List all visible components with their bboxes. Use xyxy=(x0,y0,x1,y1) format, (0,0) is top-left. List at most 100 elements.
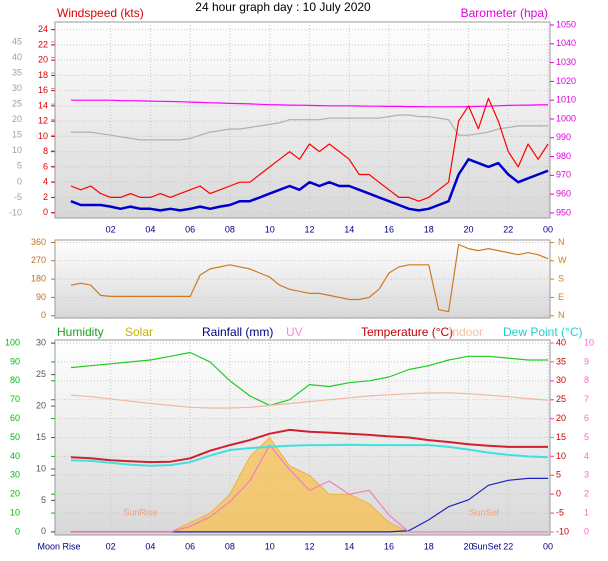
y2-tick-label: 40 xyxy=(556,337,566,347)
legend-entry: Humidity xyxy=(57,325,104,339)
y3-tick-label: 40 xyxy=(12,52,22,62)
series-line xyxy=(70,243,549,313)
y-tick-label: 80 xyxy=(10,375,20,385)
x-tick-label: 00 xyxy=(543,224,553,234)
y4-tick-label: 3 xyxy=(584,470,589,480)
x-tick-label: 08 xyxy=(225,224,235,234)
x-tick-label: 16 xyxy=(384,224,394,234)
y2-tick-label: 25 xyxy=(556,394,566,404)
y-tick-label: 16 xyxy=(38,85,48,95)
y-tick-label: 14 xyxy=(38,100,48,110)
y2-tick-label: 35 xyxy=(556,356,566,366)
y2-tick-label: 10 xyxy=(556,451,566,461)
bottom-label: SunSet xyxy=(472,541,502,551)
x-tick-label: 06 xyxy=(185,224,195,234)
x-tick-label: 14 xyxy=(344,224,354,234)
y-tick-label: 30 xyxy=(10,470,20,480)
y3-tick-label: 5 xyxy=(17,161,22,171)
y2-tick-label: 950 xyxy=(556,207,571,217)
y-tick-label: 6 xyxy=(43,161,48,171)
y2-tick-label: -5 xyxy=(556,507,564,517)
y-tick-label: 24 xyxy=(38,24,48,34)
y2-axis-title: Barometer (hpa) xyxy=(461,6,548,20)
x-tick-label: 20 xyxy=(463,541,473,551)
y4-tick-label: 7 xyxy=(584,394,589,404)
y2-tick-label: W xyxy=(558,255,567,265)
y3-tick-label: 30 xyxy=(36,338,46,348)
x-tick-label: 12 xyxy=(304,224,314,234)
x-tick-label: 22 xyxy=(503,224,513,234)
y3-tick-label: 25 xyxy=(36,369,46,379)
y4-tick-label: 4 xyxy=(584,451,589,461)
y3-tick-label: 0 xyxy=(17,176,22,186)
y-axis-title: Windspeed (kts) xyxy=(57,6,144,20)
y-tick-label: 18 xyxy=(38,70,48,80)
x-tick-label: 10 xyxy=(265,541,275,551)
x-tick-label: 12 xyxy=(304,541,314,551)
y2-tick-label: 15 xyxy=(556,432,566,442)
y3-tick-label: 15 xyxy=(36,432,46,442)
series-line xyxy=(70,158,549,212)
x-tick-label: 02 xyxy=(106,541,116,551)
y2-tick-label: 20 xyxy=(556,413,566,423)
series-line xyxy=(70,443,549,467)
y4-tick-label: 0 xyxy=(584,526,589,536)
y3-tick-label: 30 xyxy=(12,83,22,93)
legend-entry: Dew Point (°C) xyxy=(503,325,582,339)
y-tick-label: 0 xyxy=(41,310,46,320)
legend-entry: UV xyxy=(286,325,303,339)
y2-tick-label: 1010 xyxy=(556,95,576,105)
y-tick-label: 180 xyxy=(31,273,46,283)
y-tick-label: 12 xyxy=(38,116,48,126)
y3-tick-label: 20 xyxy=(12,114,22,124)
y2-tick-label: 5 xyxy=(556,470,561,480)
y2-tick-label: -10 xyxy=(556,526,569,536)
y2-tick-label: S xyxy=(558,273,564,283)
y4-tick-label: 9 xyxy=(584,356,589,366)
y-tick-label: 8 xyxy=(43,146,48,156)
y4-tick-label: 6 xyxy=(584,413,589,423)
y2-tick-label: 1040 xyxy=(556,38,576,48)
x-tick-label: 04 xyxy=(145,541,155,551)
y-tick-label: 2 xyxy=(43,192,48,202)
y2-tick-label: 980 xyxy=(556,151,571,161)
y3-tick-label: 15 xyxy=(12,130,22,140)
y2-tick-label: 970 xyxy=(556,170,571,180)
legend-entry: Solar xyxy=(125,325,153,339)
x-tick-label: 06 xyxy=(185,541,195,551)
series-line xyxy=(70,351,548,406)
y-tick-label: 4 xyxy=(43,177,48,187)
plot-background xyxy=(54,239,551,319)
series-line xyxy=(70,428,548,464)
y2-tick-label: 1000 xyxy=(556,113,576,123)
y2-tick-label: N xyxy=(558,237,565,247)
y-tick-label: 90 xyxy=(10,356,20,366)
y3-tick-label: 45 xyxy=(12,36,22,46)
annotation: SunRise xyxy=(123,507,157,517)
y2-tick-label: 1020 xyxy=(556,76,576,86)
y-tick-label: 70 xyxy=(10,394,20,404)
y3-tick-label: 10 xyxy=(12,145,22,155)
x-tick-label: 18 xyxy=(424,224,434,234)
x-tick-label: 02 xyxy=(106,224,116,234)
y-tick-label: 20 xyxy=(38,55,48,65)
y-tick-label: 60 xyxy=(10,413,20,423)
y3-tick-label: -5 xyxy=(14,192,22,202)
legend-entry: Indoor xyxy=(449,325,483,339)
x-tick-label: 00 xyxy=(543,541,553,551)
y2-tick-label: 1050 xyxy=(556,19,576,29)
legend-entry: Temperature (°C) xyxy=(361,325,453,339)
y2-tick-label: N xyxy=(558,310,565,320)
y2-tick-label: 30 xyxy=(556,375,566,385)
y-tick-label: 90 xyxy=(36,292,46,302)
y3-tick-label: 0 xyxy=(41,526,46,536)
y-tick-label: 0 xyxy=(15,526,20,536)
annotation: SunSet xyxy=(470,507,500,517)
y3-tick-label: 25 xyxy=(12,99,22,109)
y-tick-label: 100 xyxy=(5,337,20,347)
y-tick-label: 22 xyxy=(38,39,48,49)
y-tick-label: 10 xyxy=(10,507,20,517)
series-line xyxy=(70,97,549,202)
y4-tick-label: 10 xyxy=(584,337,594,347)
